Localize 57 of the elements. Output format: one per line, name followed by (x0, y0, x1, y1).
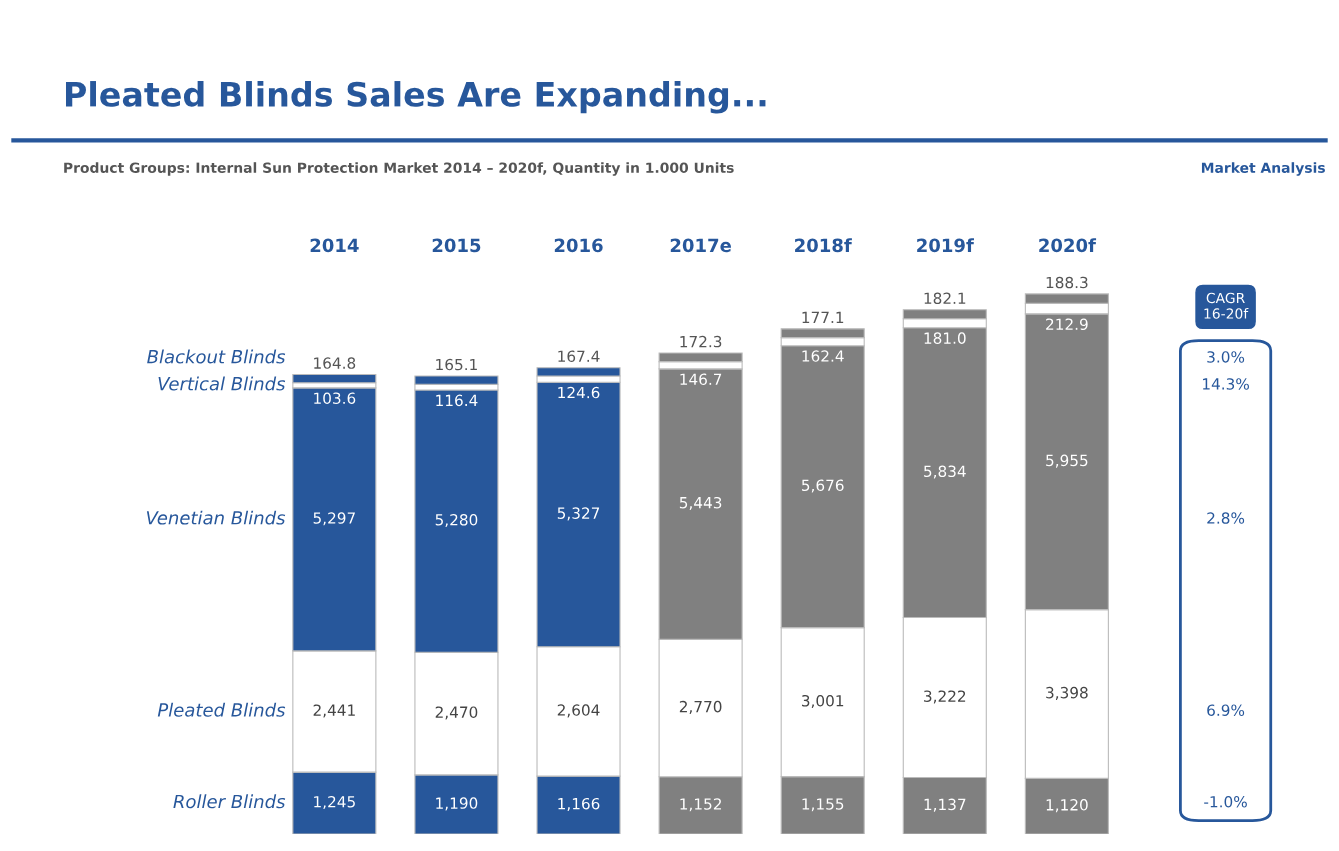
data-label: 2,470 (435, 706, 478, 720)
data-label: 5,297 (313, 512, 355, 526)
data-label: 116.4 (436, 394, 478, 407)
series-label: Vertical Blinds (158, 376, 286, 391)
x-tick-label: 2018f (795, 238, 852, 253)
x-tick-label: 2014 (310, 238, 359, 253)
data-label: 146.7 (680, 373, 722, 386)
data-label: 5,955 (1046, 454, 1088, 468)
data-label: 103.6 (314, 392, 356, 404)
data-label: 124.6 (558, 386, 600, 399)
data-label: 2,770 (679, 700, 722, 714)
text: 3.0% (1207, 351, 1245, 363)
text: 14.3% (1202, 378, 1249, 390)
text: CAGR 16-20f (1204, 292, 1249, 319)
x-tick-label: 2020f (1039, 238, 1097, 253)
x-tick-label: 2017e (670, 238, 731, 253)
text: 6.9% (1207, 704, 1245, 716)
data-label: 5,327 (557, 507, 600, 521)
data-label: 3,001 (801, 694, 844, 709)
data-label: 162.4 (802, 350, 844, 362)
series-label: Pleated Blinds (157, 702, 286, 717)
data-label: 3,222 (924, 690, 966, 704)
data-label: 5,676 (802, 479, 844, 493)
data-label: 2,604 (557, 704, 600, 718)
data-label: 1,152 (680, 798, 721, 812)
data-label: 1,190 (436, 797, 478, 811)
data-label: 3,398 (1046, 686, 1088, 700)
data-label: 165.1 (436, 358, 477, 371)
chart-subtitle: Product Groups: Internal Sun Protection Market 2014 – 2020f, Quantity in 1.000 Units (64, 162, 734, 176)
data-label: 1,166 (558, 797, 600, 812)
bar (292, 373, 377, 384)
data-label: 167.4 (558, 350, 600, 363)
x-tick-label: 2016 (554, 238, 603, 253)
text: -1.0% (1204, 795, 1247, 808)
data-label: 1,120 (1046, 799, 1088, 813)
data-label: 212.9 (1046, 318, 1088, 330)
data-label: 172.3 (680, 335, 722, 348)
data-label: 5,280 (435, 513, 478, 528)
text: Market Analysis (1201, 162, 1325, 176)
data-label: 164.8 (314, 357, 356, 369)
chart-title: Pleated Blinds Sales Are Expanding... (66, 81, 766, 114)
series-label: Roller Blinds (173, 794, 286, 809)
data-label: 177.1 (802, 311, 844, 323)
series-label: Blackout Blinds (147, 349, 286, 364)
data-label: 1,137 (924, 798, 966, 812)
data-label: 5,834 (924, 465, 966, 479)
text: 2.8% (1207, 512, 1245, 524)
series-label: Venetian Blinds (146, 510, 286, 525)
data-label: 1,245 (314, 795, 355, 810)
data-label: 188.3 (1046, 276, 1088, 289)
data-label: 5,443 (679, 496, 722, 511)
data-label: 182.1 (924, 292, 966, 305)
data-label: 2,441 (313, 704, 355, 718)
x-tick-label: 2015 (432, 238, 481, 253)
x-tick-label: 2019f (917, 238, 974, 253)
data-label: 181.0 (924, 332, 966, 344)
data-label: 1,155 (802, 798, 844, 812)
